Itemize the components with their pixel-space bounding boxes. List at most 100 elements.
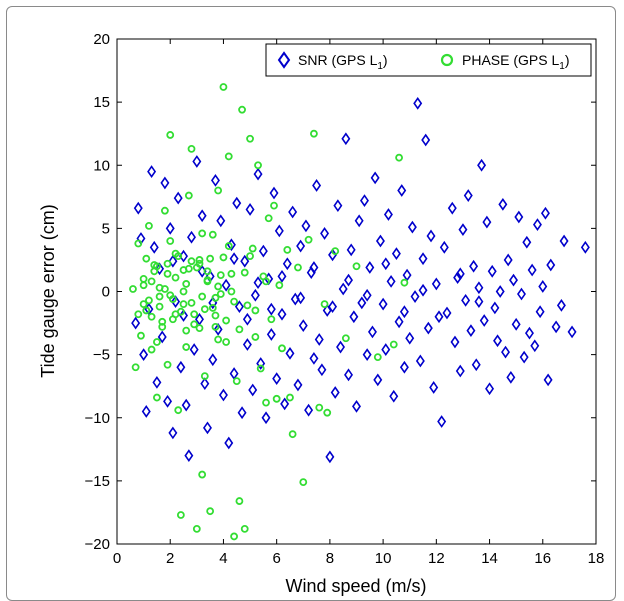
phase-point (147, 312, 156, 321)
snr-point (171, 295, 181, 308)
snr-point (187, 230, 196, 244)
phase-point (190, 320, 199, 329)
phase-point (190, 310, 199, 319)
phase-point (222, 338, 231, 346)
phase-point (158, 322, 167, 331)
snr-point (189, 343, 199, 356)
snr-point (381, 343, 391, 356)
snr-point (426, 229, 436, 243)
snr-point (439, 240, 449, 254)
snr-point (131, 316, 141, 330)
snr-point (367, 325, 377, 339)
phase-point (373, 353, 382, 362)
snr-point (149, 240, 159, 254)
phase-point (171, 273, 180, 282)
phase-point (216, 290, 225, 298)
snr-point (309, 261, 319, 274)
snr-point (580, 240, 590, 254)
snr-point (338, 282, 348, 296)
phase-point (184, 264, 193, 273)
snr-point (450, 335, 460, 349)
snr-point (407, 220, 417, 234)
phase-point (174, 406, 183, 415)
snr-point (490, 301, 500, 315)
snr-point (365, 261, 375, 274)
phase-point (214, 186, 223, 195)
phase-point (251, 333, 260, 341)
snr-point (293, 378, 303, 392)
snr-point (354, 214, 364, 228)
snr-point (312, 179, 322, 192)
snr-point (495, 285, 505, 298)
phase-point (198, 292, 207, 301)
snr-point (556, 298, 566, 312)
snr-point (410, 290, 420, 303)
snr-point (469, 259, 479, 273)
y-axis-label: Tide gauge error (cm) (38, 204, 58, 377)
snr-point (224, 436, 234, 450)
snr-point (139, 348, 149, 362)
snr-point (346, 243, 356, 257)
phase-point (232, 377, 241, 386)
phase-point (171, 310, 180, 319)
snr-point (362, 288, 372, 302)
snr-point (485, 382, 495, 396)
phase-point (227, 287, 236, 296)
phase-point (267, 315, 276, 324)
snr-point (503, 253, 513, 267)
x-tick-label: 14 (481, 550, 498, 567)
phase-point (206, 254, 215, 263)
snr-point (256, 357, 266, 370)
snr-point (458, 223, 468, 237)
snr-point (514, 210, 524, 224)
phase-point (131, 363, 140, 372)
snr-point (461, 293, 471, 307)
snr-point (413, 96, 423, 110)
phase-point (134, 239, 143, 248)
snr-point (543, 373, 553, 387)
snr-point (501, 345, 510, 359)
phase-point (240, 268, 249, 277)
phase-point (224, 242, 233, 250)
phase-point (182, 326, 191, 335)
phase-point (246, 252, 254, 261)
phase-point (211, 322, 220, 331)
snr-point (160, 176, 170, 190)
snr-point (522, 235, 532, 249)
snr-point (253, 276, 263, 290)
snr-point (248, 383, 258, 397)
legend-label-snr: SNR (GPS L1) (298, 52, 388, 72)
snr-point (336, 340, 346, 354)
phase-point (240, 524, 249, 533)
phase-point (227, 269, 236, 278)
phase-point (163, 269, 172, 278)
snr-point (328, 300, 338, 314)
snr-point (399, 360, 409, 374)
snr-point (232, 196, 242, 210)
snr-point (242, 312, 252, 326)
phase-point (187, 144, 196, 153)
phase-point (248, 244, 257, 253)
snr-point (493, 334, 503, 348)
snr-point (298, 319, 308, 332)
snr-point (383, 208, 393, 221)
phase-point (331, 247, 340, 256)
phase-point (179, 300, 188, 309)
phase-point (198, 229, 207, 238)
phase-point (145, 296, 153, 305)
snr-point (546, 258, 556, 272)
phase-point (256, 364, 265, 373)
snr-point (277, 269, 287, 283)
phase-point (216, 271, 225, 279)
phase-point (310, 129, 318, 138)
snr-point (434, 310, 444, 324)
snr-point (304, 403, 314, 417)
y-tick-label: −10 (85, 410, 110, 427)
phase-point (160, 285, 169, 293)
phase-point (224, 152, 233, 161)
snr-point (373, 373, 383, 387)
phase-point (262, 398, 270, 407)
x-tick-label: 16 (534, 550, 551, 567)
phase-point (166, 291, 175, 300)
